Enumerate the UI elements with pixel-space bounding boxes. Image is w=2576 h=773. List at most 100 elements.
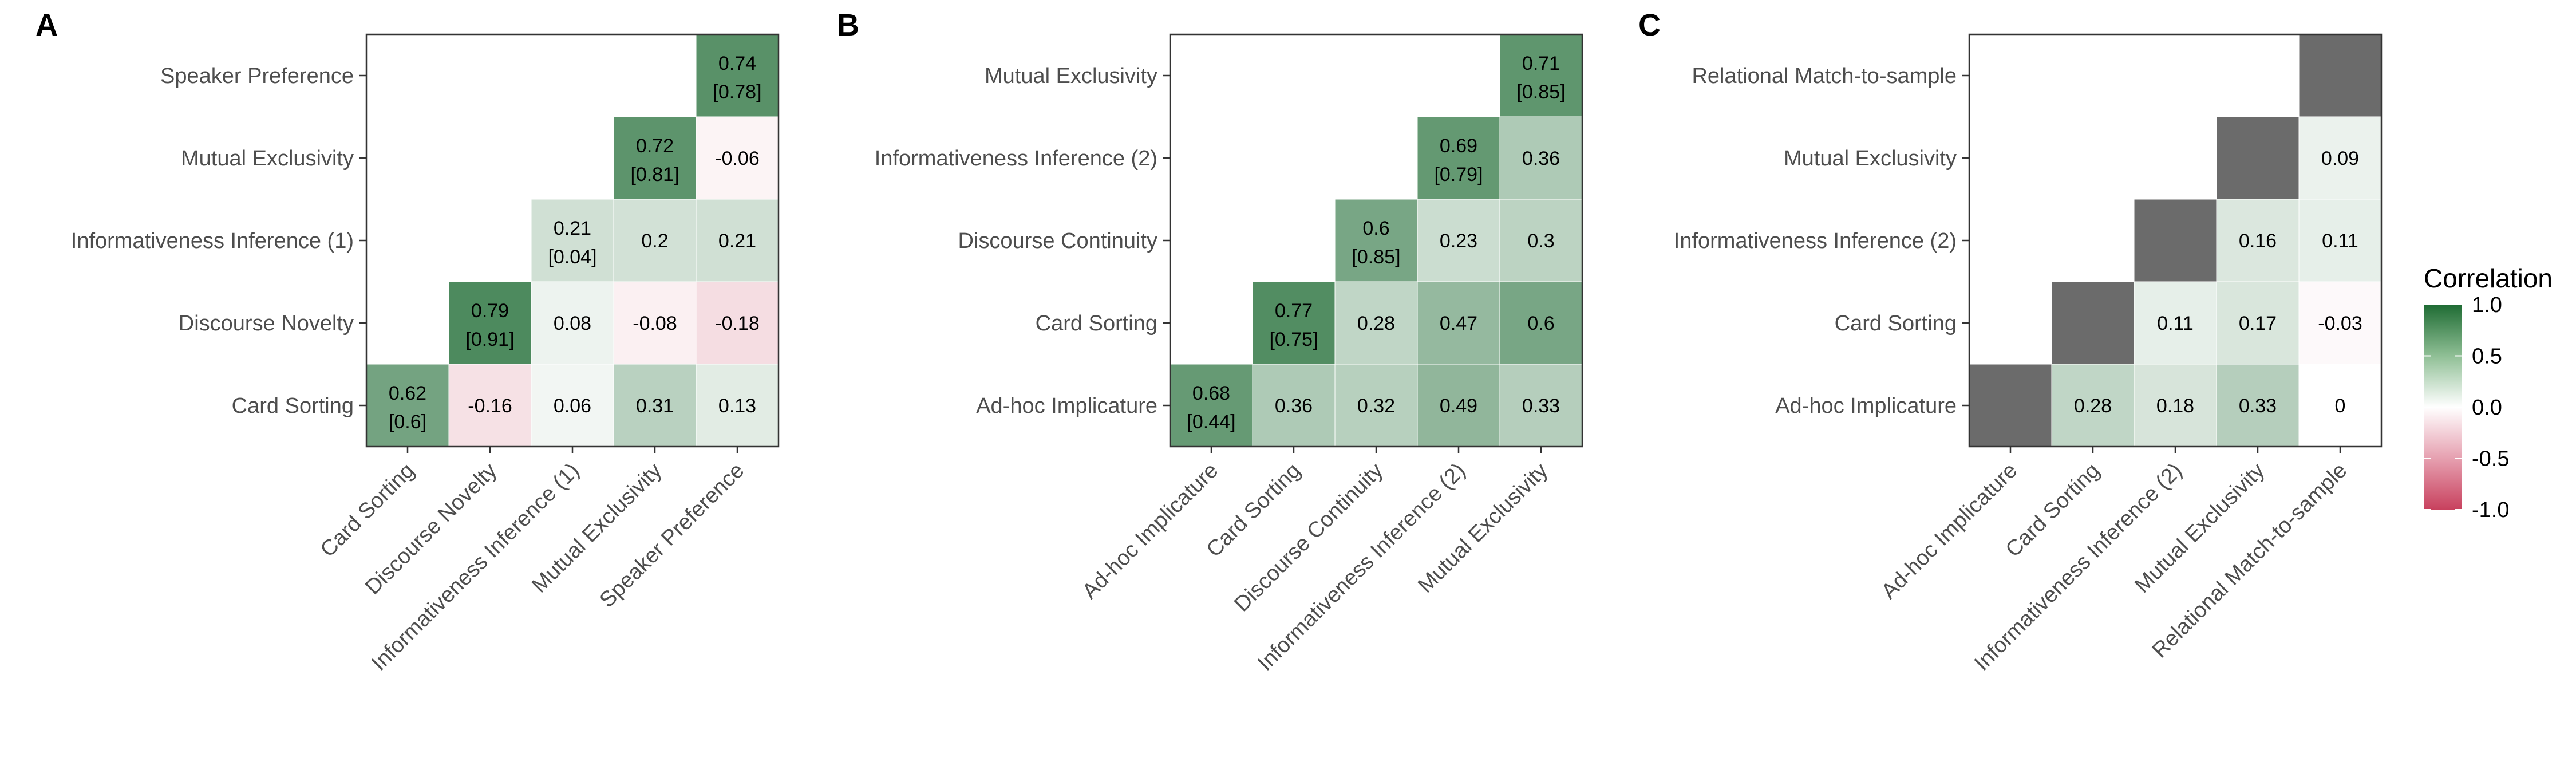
panel-c: C 0.28 0.18 0.11 0.33 0.17 0.16 0 -0.03 0.11 0.09 A… [1638, 8, 2383, 676]
heatmap-cell [2216, 364, 2300, 447]
heatmap-cell [1170, 364, 1253, 447]
legend-tick-label: -1.0 [2472, 498, 2509, 522]
x-label-speaker-preference: Speaker Preference [595, 459, 749, 613]
y-label-speaker-preference: Speaker Preference [160, 64, 354, 88]
cell-reliability-label: [0.81] [630, 164, 679, 186]
cell-value-label: -0.18 [715, 313, 760, 334]
y-label-mutual-exclusivity: Mutual Exclusivity [985, 64, 1157, 88]
heatmap-cell [2216, 199, 2300, 282]
heatmap-cell [613, 199, 697, 282]
cell-value-label: 0.06 [554, 395, 591, 417]
cell-value-label: 0.36 [1522, 148, 1560, 169]
legend-tick-label: 1.0 [2472, 293, 2502, 317]
panels: A 0.62 [0.6] 0.79 [0.91] 0.21 [0.04] 0.72 [0.81]… [35, 8, 2383, 676]
y-label-card-sorting: Card Sorting [1835, 311, 1957, 336]
heatmap-cell [2298, 199, 2382, 282]
cell-value-label: 0.77 [1275, 300, 1313, 322]
cell-value-label: 0.17 [2239, 313, 2277, 334]
y-label-relational-match-to-sample: Relational Match-to-sample [1692, 64, 1957, 88]
cell-value-label: 0.36 [1275, 395, 1313, 417]
y-label-discourse-novelty: Discourse Novelty [179, 311, 354, 336]
heatmap-cell [2134, 281, 2217, 365]
heatmap-cell [2134, 199, 2217, 282]
heatmap-cell [2298, 116, 2382, 200]
heatmap-cell [1334, 281, 1418, 365]
legend-tick-label: 0.0 [2472, 396, 2502, 420]
panel-letter: B [837, 8, 859, 42]
cell-value-label: 0.62 [389, 382, 426, 404]
cell-reliability-label: [0.85] [1516, 81, 1565, 103]
cell-value-label: 0 [2335, 395, 2346, 417]
heatmap-cell [531, 199, 614, 282]
x-label-ad-hoc-implicature: Ad-hoc Implicature [1078, 459, 1223, 604]
heatmap-cell [531, 281, 614, 365]
cell-value-label: 0.23 [1440, 230, 1477, 252]
cell-value-label: 0.74 [718, 53, 756, 74]
y-label-card-sorting: Card Sorting [1036, 311, 1157, 336]
cell-value-label: 0.79 [471, 300, 509, 322]
heatmap-cell [696, 34, 779, 117]
legend-tick-label: 0.5 [2472, 345, 2502, 369]
cell-value-label: 0.68 [1192, 382, 1230, 404]
heatmap-cell [1499, 34, 1583, 117]
heatmap-cell [2298, 34, 2382, 117]
cell-value-label: 0.47 [1440, 313, 1477, 334]
cell-reliability-label: [0.79] [1434, 164, 1483, 186]
cell-value-label: 0.6 [1527, 313, 1554, 334]
cell-value-label: -0.08 [633, 313, 677, 334]
cell-value-label: 0.6 [1362, 218, 1389, 239]
heatmap-cell [2298, 281, 2382, 365]
heatmap-cell [2298, 364, 2382, 447]
legend-title: Correlation [2424, 263, 2553, 293]
heatmap-cell [613, 364, 697, 447]
heatmap-cell [2051, 364, 2135, 447]
x-label-discourse-continuity: Discourse Continuity [1230, 459, 1388, 617]
heatmap-cell [1969, 364, 2052, 447]
cell-value-label: 0.28 [1357, 313, 1395, 334]
cell-value-label: -0.03 [2318, 313, 2362, 334]
heatmap-cell [1417, 116, 1500, 200]
panel-letter: C [1638, 8, 1661, 42]
heatmap-cell [696, 364, 779, 447]
cell-value-label: 0.11 [2157, 313, 2194, 334]
cell-value-label: 0.3 [1527, 230, 1554, 252]
heatmap-cell [1334, 199, 1418, 282]
cell-value-label: -0.06 [715, 148, 760, 169]
legend-tick-label: -0.5 [2472, 447, 2509, 471]
heatmap-cell [613, 281, 697, 365]
panel-letter: A [35, 8, 58, 42]
cell-value-label: 0.11 [2322, 230, 2358, 252]
cell-value-label: 0.13 [718, 395, 756, 417]
panel-b: B 0.68 [0.44] 0.77 [0.75] 0.6 [0.85] 0.69 [0.79]… [837, 8, 1583, 676]
legend-ticks: 1.0 0.5 0.0 -0.5 -1.0 [2424, 293, 2509, 522]
heatmap-cell [448, 364, 532, 447]
cell-reliability-label: [0.78] [713, 81, 761, 103]
heatmap-cell [1417, 199, 1500, 282]
cell-value-label: 0.69 [1440, 135, 1477, 157]
heatmap-cell [1499, 364, 1583, 447]
cell-value-label: 0.33 [2239, 395, 2277, 417]
heatmap-cell [1499, 199, 1583, 282]
color-legend: Correlation 1.0 0.5 0.0 -0.5 -1.0 [2424, 263, 2553, 522]
cell-value-label: 0.49 [1440, 395, 1477, 417]
y-label-informativeness-inference-2: Informativeness Inference (2) [1674, 229, 1957, 253]
cell-value-label: 0.09 [2321, 148, 2359, 169]
y-label-informativeness-inference-2: Informativeness Inference (2) [875, 147, 1157, 171]
cell-reliability-label: [0.6] [389, 411, 426, 433]
cell-value-label: 0.16 [2239, 230, 2277, 252]
cell-value-label: -0.16 [468, 395, 512, 417]
cell-value-label: 0.21 [554, 218, 591, 239]
cell-reliability-label: [0.75] [1269, 329, 1318, 350]
heatmap-cell [1252, 281, 1336, 365]
y-label-ad-hoc-implicature: Ad-hoc Implicature [976, 394, 1157, 418]
heatmap-cell [696, 281, 779, 365]
heatmap-cell [1499, 116, 1583, 200]
cell-reliability-label: [0.91] [465, 329, 514, 350]
heatmap-cell [2216, 281, 2300, 365]
heatmap-cell [2216, 116, 2300, 200]
heatmap-cell [448, 281, 532, 365]
y-label-ad-hoc-implicature: Ad-hoc Implicature [1775, 394, 1957, 418]
cell-reliability-label: [0.44] [1187, 411, 1235, 433]
cell-value-label: 0.2 [641, 230, 668, 252]
